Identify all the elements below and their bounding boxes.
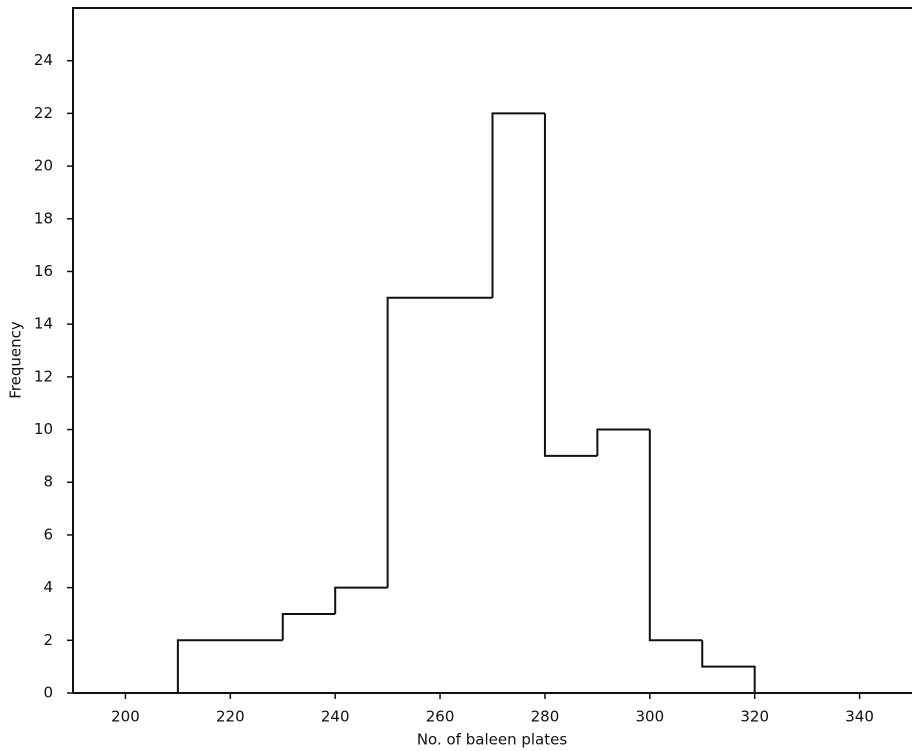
y-tick-label: 6 (43, 525, 53, 543)
y-tick-label: 22 (34, 104, 53, 122)
y-tick-label: 10 (34, 420, 53, 438)
x-tick-label: 240 (321, 708, 350, 726)
y-tick-label: 16 (34, 262, 53, 280)
x-tick-label: 320 (740, 708, 769, 726)
x-tick-label: 340 (845, 708, 874, 726)
y-tick-label: 12 (34, 367, 53, 385)
histogram-bar (543, 113, 598, 457)
x-tick-label: 200 (111, 708, 140, 726)
y-tick-label: 2 (43, 631, 53, 649)
x-tick-label: 260 (426, 708, 455, 726)
x-tick-label: 300 (635, 708, 664, 726)
x-axis-label: No. of baleen plates (417, 731, 568, 749)
histogram-bar (648, 429, 703, 642)
histogram-bar (334, 586, 388, 614)
histogram-bar (386, 296, 493, 588)
y-tick-label: 18 (34, 209, 53, 227)
histogram-bar (596, 428, 650, 456)
y-tick-label: 8 (43, 473, 53, 491)
histogram-bar (491, 112, 545, 298)
x-tick-label: 280 (531, 708, 560, 726)
y-tick-label: 24 (34, 51, 53, 69)
y-tick-label: 0 (43, 684, 53, 702)
y-tick-label: 20 (34, 157, 53, 175)
plot-frame (72, 7, 912, 693)
y-tick-label: 4 (43, 578, 53, 596)
y-tick-label: 14 (34, 315, 53, 333)
y-axis-label: Frequency (7, 321, 25, 399)
histogram-bar (281, 612, 336, 641)
x-tick-label: 220 (216, 708, 245, 726)
histogram-bar (701, 640, 756, 693)
histogram-bar (176, 639, 283, 693)
